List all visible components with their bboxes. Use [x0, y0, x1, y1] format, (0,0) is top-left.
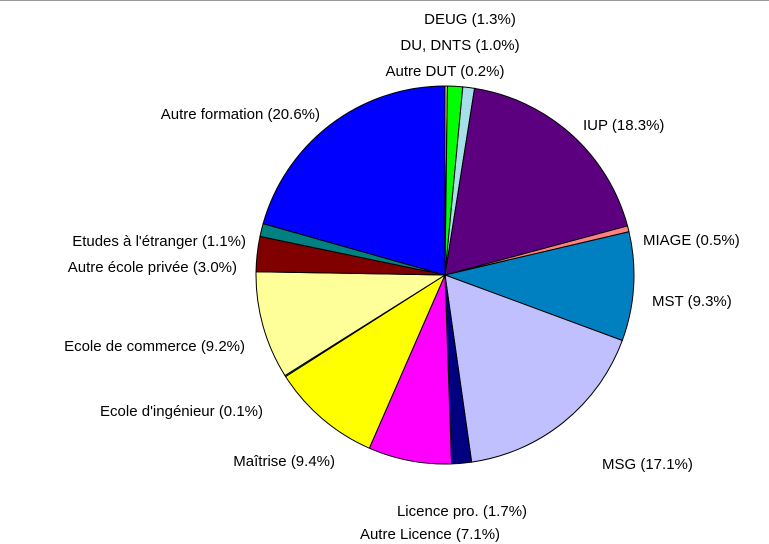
slice-label: DEUG (1.3%): [424, 11, 516, 28]
slice-category: DU, DNTS: [400, 37, 471, 54]
slice-category: IUP: [583, 117, 608, 134]
slice-value: (1.3%): [472, 11, 516, 28]
slice-label: Autre Licence (7.1%): [360, 526, 500, 543]
slice-category: Licence pro.: [397, 503, 479, 520]
slice-label: Autre DUT (0.2%): [386, 63, 505, 80]
slice-label: DU, DNTS (1.0%): [400, 37, 519, 54]
slice-label: IUP (18.3%): [583, 117, 664, 134]
slice-value: (1.0%): [475, 37, 519, 54]
pie-slice: [443, 231, 635, 342]
slice-value: (17.1%): [640, 456, 693, 473]
slice-category: Maîtrise: [233, 453, 286, 470]
pie-slice: [444, 274, 623, 463]
slice-value: (1.1%): [202, 233, 246, 250]
slice-label: Ecole d'ingénieur (0.1%): [100, 403, 263, 420]
slice-value: (0.1%): [219, 403, 263, 420]
slice-category: Ecole d'ingénieur: [100, 403, 215, 420]
slice-label: Ecole de commerce (9.2%): [64, 338, 245, 355]
slice-category: Autre formation: [161, 106, 264, 123]
slice-value: (9.4%): [291, 453, 335, 470]
slice-label: Autre école privée (3.0%): [68, 259, 237, 276]
pie-slice: [255, 271, 447, 377]
pie-slice: [262, 85, 446, 276]
slice-category: Etudes à l'étranger: [72, 233, 197, 250]
slice-value: (9.2%): [201, 338, 245, 355]
pie-slice: [444, 87, 629, 276]
slice-value: (18.3%): [612, 117, 665, 134]
slice-category: DEUG: [424, 11, 467, 28]
slice-value: (20.6%): [267, 106, 320, 123]
slice-value: (9.3%): [688, 293, 732, 310]
slice-category: Autre école privée: [68, 259, 189, 276]
slice-value: (3.0%): [193, 259, 237, 276]
slice-label: Maîtrise (9.4%): [233, 453, 335, 470]
slice-label: MIAGE (0.5%): [643, 232, 740, 249]
slice-label: Licence pro. (1.7%): [397, 503, 527, 520]
slice-category: MIAGE: [643, 232, 691, 249]
slice-category: MST: [652, 293, 684, 310]
slice-label: Autre formation (20.6%): [161, 106, 320, 123]
slice-category: Ecole de commerce: [64, 338, 197, 355]
pie-slice: [284, 273, 447, 449]
slice-label: Etudes à l'étranger (1.1%): [72, 233, 246, 250]
slice-category: MSG: [602, 456, 636, 473]
slice-category: Autre DUT: [386, 63, 457, 80]
slice-value: (0.5%): [696, 232, 740, 249]
slice-value: (7.1%): [456, 526, 500, 543]
slice-value: (1.7%): [483, 503, 527, 520]
slice-label: MSG (17.1%): [602, 456, 693, 473]
slice-label: MST (9.3%): [652, 293, 732, 310]
slice-category: Autre Licence: [360, 526, 452, 543]
slice-value: (0.2%): [460, 63, 504, 80]
